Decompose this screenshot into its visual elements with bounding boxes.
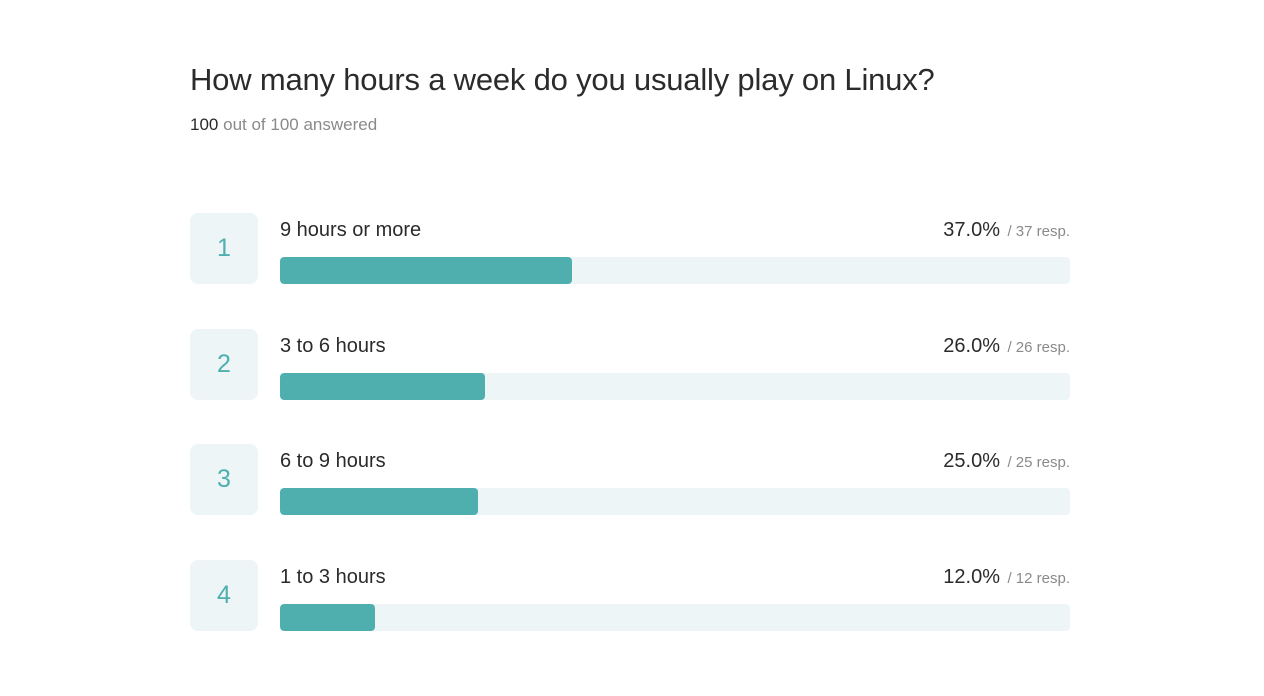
poll-results: How many hours a week do you usually pla… [190,58,1070,631]
question-title: How many hours a week do you usually pla… [190,62,935,97]
rank-badge: 2 [190,328,258,400]
result-row: 1 9 hours or more 37.0% / 37 resp. [190,213,1070,285]
bar-stat: 12.0% / 12 resp. [943,564,1070,592]
responses-label: / 37 resp. [1007,223,1070,240]
bar-fill [280,603,375,631]
percent-label: 37.0% [943,219,1000,241]
percent-label: 25.0% [943,450,1000,472]
bar-track [280,257,1070,284]
responses-label: / 25 resp. [1007,454,1070,471]
result-row: 2 3 to 6 hours 26.0% / 26 resp. [190,328,1070,401]
result-row: 3 6 to 9 hours 25.0% / 25 resp. [190,444,1070,516]
bar-label: 1 to 3 hours [280,565,386,588]
bar-label: 3 to 6 hours [280,334,386,357]
bar-fill [280,257,573,284]
bar-track [280,488,1070,515]
bar-fill [280,488,478,515]
rank-badge: 1 [190,213,258,284]
bar-stat: 25.0% / 25 resp. [943,448,1070,476]
responses-label: / 26 resp. [1007,338,1070,356]
rank-badge: 3 [190,444,258,515]
bar-stat: 37.0% / 37 resp. [943,217,1070,245]
bar-fill [280,372,486,400]
answered-summary: 100 out of 100 answered [190,114,1070,136]
answered-suffix: out of 100 answered [223,115,378,134]
bar-track [280,372,1070,400]
percent-label: 12.0% [943,565,1000,588]
bar-label: 6 to 9 hours [280,450,386,472]
bar-track [280,603,1070,631]
results-list: 1 9 hours or more 37.0% / 37 resp. 2 3 t… [190,213,1070,675]
answered-count: 100 [190,115,219,134]
rank-badge: 4 [190,559,258,631]
result-row: 4 1 to 3 hours 12.0% / 12 resp. [190,559,1070,632]
bar-label: 9 hours or more [280,219,422,241]
responses-label: / 12 resp. [1007,569,1070,587]
percent-label: 26.0% [943,334,1000,357]
bar-stat: 26.0% / 26 resp. [943,333,1070,361]
